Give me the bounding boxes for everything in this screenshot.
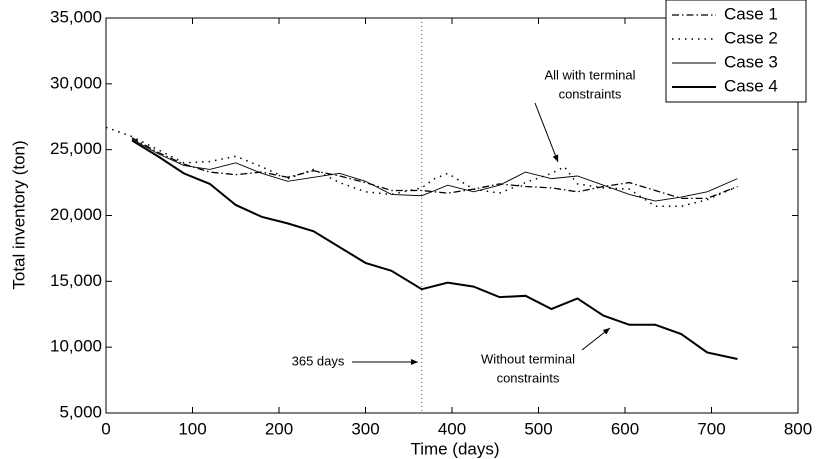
x-tick-label: 500 (524, 419, 552, 438)
x-tick-label: 200 (265, 419, 293, 438)
legend-label: Case 4 (724, 76, 778, 95)
legend-label: Case 2 (724, 28, 778, 47)
x-tick-label: 600 (611, 419, 639, 438)
annotation: Without terminal (481, 351, 575, 366)
annotation: All with terminal (544, 67, 635, 82)
x-axis-label: Time (days) (410, 439, 499, 458)
legend-label: Case 3 (724, 52, 778, 71)
y-tick-label: 20,000 (50, 205, 102, 224)
line-series (105, 126, 738, 208)
x-tick-label: 0 (101, 419, 110, 438)
x-tick-label: 400 (438, 419, 466, 438)
annotation: constraints (497, 370, 560, 385)
x-tick-label: 700 (697, 419, 725, 438)
y-tick-label: 15,000 (50, 271, 102, 290)
x-tick-label: 100 (178, 419, 206, 438)
y-tick-label: 10,000 (50, 337, 102, 356)
y-tick-label: 35,000 (50, 7, 102, 26)
y-tick-label: 5,000 (59, 402, 102, 421)
legend-label: Case 1 (724, 4, 778, 23)
annotation: constraints (559, 86, 622, 101)
y-axis-label: Total inventory (ton) (9, 140, 28, 289)
x-tick-label: 300 (351, 419, 379, 438)
line-series (131, 138, 738, 202)
x-tick-label: 800 (784, 419, 812, 438)
arrow (581, 327, 611, 351)
line-series (131, 137, 738, 200)
arrow (534, 102, 559, 163)
y-tick-label: 30,000 (50, 73, 102, 92)
legend-box (665, 0, 807, 103)
y-tick-label: 25,000 (50, 139, 102, 158)
annotation: 365 days (292, 353, 345, 368)
line-series (131, 139, 738, 360)
